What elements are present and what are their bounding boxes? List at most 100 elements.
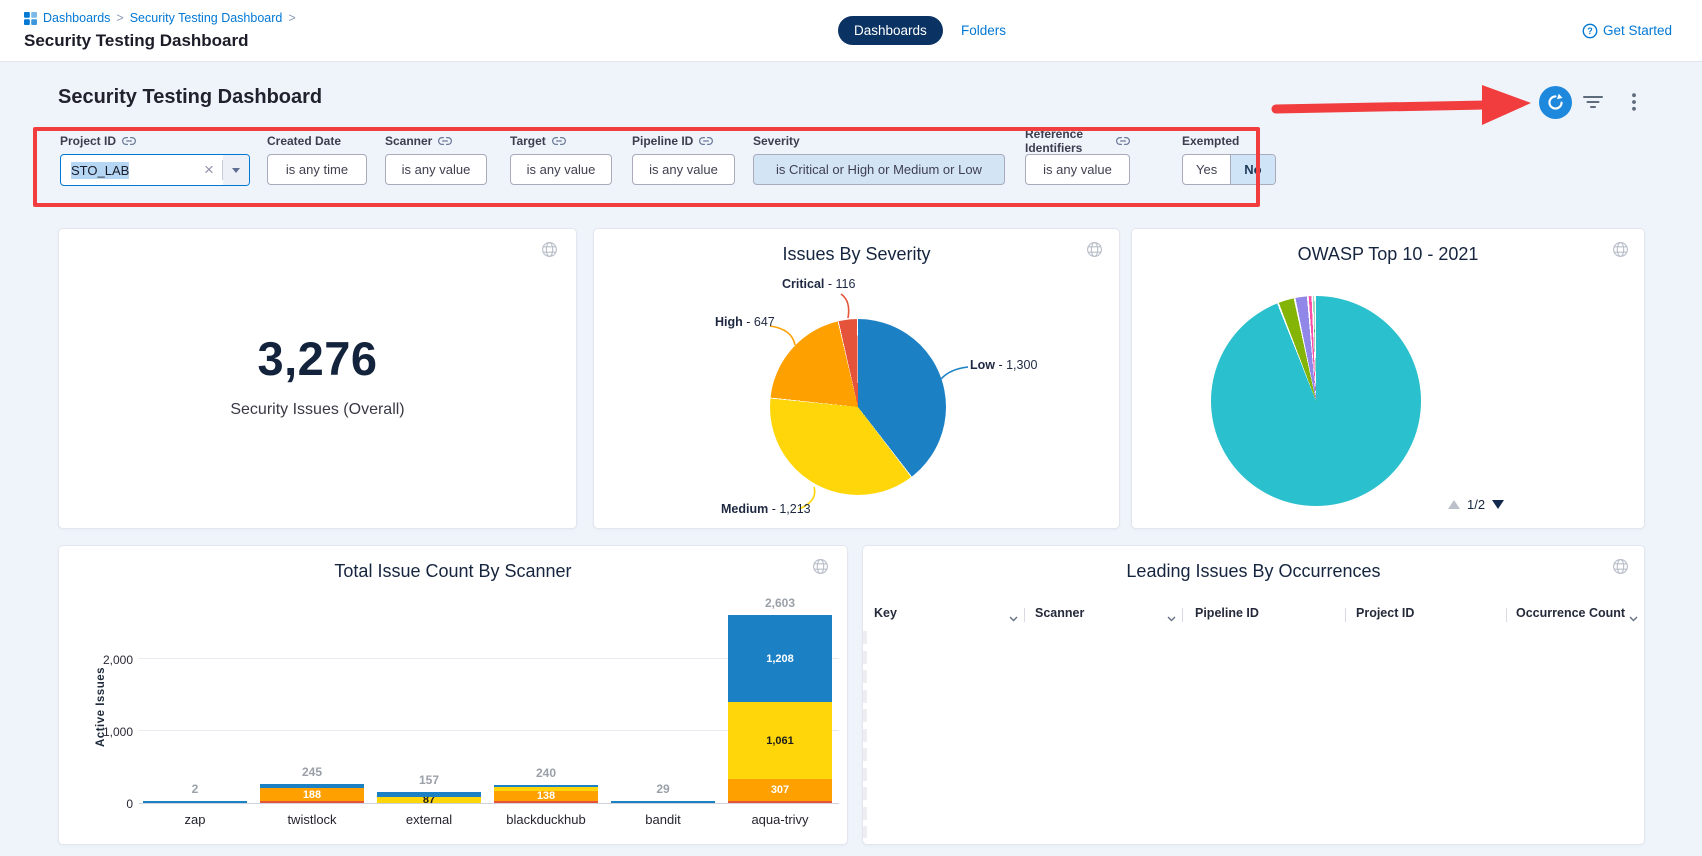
x-axis-category-label: twistlock: [260, 812, 364, 827]
filter-reference-identifiers-label: Reference Identifiers: [1025, 134, 1130, 148]
bar-segment-critical[interactable]: [728, 801, 832, 803]
owasp-title: OWASP Top 10 - 2021: [1132, 244, 1644, 265]
bar-total-label: 2: [143, 782, 247, 796]
pipeline-id-filter-button[interactable]: is any value: [632, 154, 735, 185]
pie-label-low: Low - 1,300: [970, 358, 1037, 372]
bar-segment-value-label: 138: [494, 789, 598, 803]
skeleton-row-stub: [863, 690, 867, 703]
filter-project-id-label: Project ID: [60, 134, 250, 148]
reference-identifiers-filter-button[interactable]: is any value: [1025, 154, 1130, 185]
exempted-toggle: Yes No: [1182, 154, 1276, 185]
bar-segment-value-label: 188: [260, 788, 364, 802]
globe-icon: [1612, 558, 1629, 580]
breadcrumb-dashboards[interactable]: Dashboards: [43, 11, 110, 25]
bar-segment-low[interactable]: [377, 792, 481, 797]
target-filter-button[interactable]: is any value: [510, 154, 612, 185]
exempted-no-option[interactable]: No: [1231, 155, 1274, 184]
tab-dashboards[interactable]: Dashboards: [838, 16, 943, 45]
skeleton-row-stub: [863, 631, 867, 644]
filter-exempted-label: Exempted: [1182, 134, 1276, 148]
project-id-input[interactable]: STO_LAB: [61, 163, 196, 178]
pie-label-medium: Medium - 1,213: [721, 502, 811, 516]
bar-aqua-trivy[interactable]: 3071,0611,208: [728, 615, 832, 803]
link-icon: [699, 136, 713, 146]
bar-segment-value-label: 307: [728, 783, 832, 797]
bar-twistlock[interactable]: 188: [260, 784, 364, 803]
get-started-label: Get Started: [1603, 23, 1672, 38]
tile-owasp-top-10: OWASP Top 10 - 2021 1/2: [1131, 228, 1645, 529]
bar-segment-low[interactable]: [143, 801, 247, 803]
created-date-filter-button[interactable]: is any time: [267, 154, 367, 185]
owasp-pie-chart[interactable]: [1211, 296, 1421, 506]
issues-by-severity-title: Issues By Severity: [594, 244, 1119, 265]
bar-total-label: 157: [377, 773, 481, 787]
bar-plot[interactable]: 218824587157138240293071,0611,2082,603: [139, 606, 839, 804]
sort-chevron-icon[interactable]: [1009, 611, 1018, 625]
bar-segment-low[interactable]: [611, 801, 715, 803]
link-icon: [122, 136, 136, 146]
bar-segment-low[interactable]: [260, 784, 364, 788]
tile-leading-issues-by-occurrences: Leading Issues By Occurrences Key Scanne…: [862, 545, 1645, 845]
exempted-yes-option[interactable]: Yes: [1183, 155, 1230, 184]
dashboards-grid-icon: [24, 12, 37, 25]
project-id-combobox[interactable]: STO_LAB ×: [60, 154, 250, 186]
breadcrumb-security-testing-dashboard[interactable]: Security Testing Dashboard: [130, 11, 283, 25]
filter-pipeline-id-label: Pipeline ID: [632, 134, 735, 148]
table-skeleton: [863, 631, 869, 838]
column-header-key[interactable]: Key: [874, 606, 1024, 624]
sort-chevron-icon[interactable]: [1629, 611, 1638, 625]
tile-security-issues-overall: 3,276 Security Issues (Overall): [58, 228, 577, 529]
globe-icon: [541, 241, 558, 263]
bar-bandit[interactable]: [611, 801, 715, 803]
bar-segment-critical[interactable]: [260, 801, 364, 803]
bar-xaxis: zaptwistlockexternalblackduckhubbanditaq…: [139, 812, 839, 830]
globe-icon: [1612, 241, 1629, 263]
dashboard-menu-kebab-icon[interactable]: [1632, 93, 1636, 116]
column-header-scanner[interactable]: Scanner: [1035, 606, 1182, 624]
breadcrumb: Dashboards > Security Testing Dashboard …: [24, 11, 296, 25]
pie-label-critical: Critical - 116: [782, 277, 855, 291]
dashboard-filter-icon[interactable]: [1583, 94, 1603, 115]
severity-filter-button[interactable]: is Critical or High or Medium or Low: [753, 154, 1005, 185]
sort-chevron-icon[interactable]: [1167, 611, 1176, 625]
bar-external[interactable]: 87: [377, 792, 481, 803]
bar-total-label: 2,603: [728, 596, 832, 610]
skeleton-row-stub: [863, 768, 867, 781]
skeleton-row-stub: [863, 729, 867, 742]
column-header-project-id[interactable]: Project ID: [1356, 606, 1506, 624]
skeleton-row-stub: [863, 787, 867, 800]
tile-total-issue-count-by-scanner: Total Issue Count By Scanner Active Issu…: [58, 545, 848, 845]
chevron-down-icon[interactable]: [223, 155, 249, 185]
page-up-icon[interactable]: [1448, 500, 1460, 509]
refresh-button[interactable]: [1539, 86, 1572, 119]
column-header-occurrence-count[interactable]: Occurrence Count: [1516, 606, 1638, 624]
column-divider: [1024, 608, 1025, 622]
get-started-link[interactable]: ? Get Started: [1582, 16, 1672, 45]
filter-target: Target is any value: [510, 134, 612, 185]
x-axis-category-label: aqua-trivy: [728, 812, 832, 827]
bar-yaxis: 01,0002,000: [83, 606, 133, 804]
tab-folders[interactable]: Folders: [961, 16, 1006, 45]
filter-severity: Severity is Critical or High or Medium o…: [753, 134, 1005, 185]
filter-pipeline-id: Pipeline ID is any value: [632, 134, 735, 185]
filter-exempted: Exempted Yes No: [1182, 134, 1276, 185]
skeleton-row-stub: [863, 670, 867, 683]
bar-zap[interactable]: [143, 801, 247, 803]
skeleton-row-stub: [863, 826, 867, 838]
bar-segment-medium[interactable]: [494, 787, 598, 791]
page-down-icon[interactable]: [1492, 500, 1504, 509]
svg-text:?: ?: [1587, 26, 1593, 36]
y-tick-label: 2,000: [103, 653, 133, 667]
page-indicator: 1/2: [1467, 497, 1485, 512]
overall-issues-value: 3,276: [59, 331, 576, 386]
bar-total-label: 245: [260, 765, 364, 779]
bar-blackduckhub[interactable]: 138: [494, 785, 598, 803]
clear-icon[interactable]: ×: [196, 160, 222, 180]
y-tick-label: 0: [126, 797, 133, 811]
tile-issues-by-severity: Issues By Severity Critical - 116 High -…: [593, 228, 1120, 529]
severity-pie-chart[interactable]: [770, 319, 946, 495]
scanner-filter-button[interactable]: is any value: [385, 154, 487, 185]
filter-scanner: Scanner is any value: [385, 134, 487, 185]
bar-segment-low[interactable]: [494, 785, 598, 787]
column-header-pipeline-id[interactable]: Pipeline ID: [1195, 606, 1345, 624]
